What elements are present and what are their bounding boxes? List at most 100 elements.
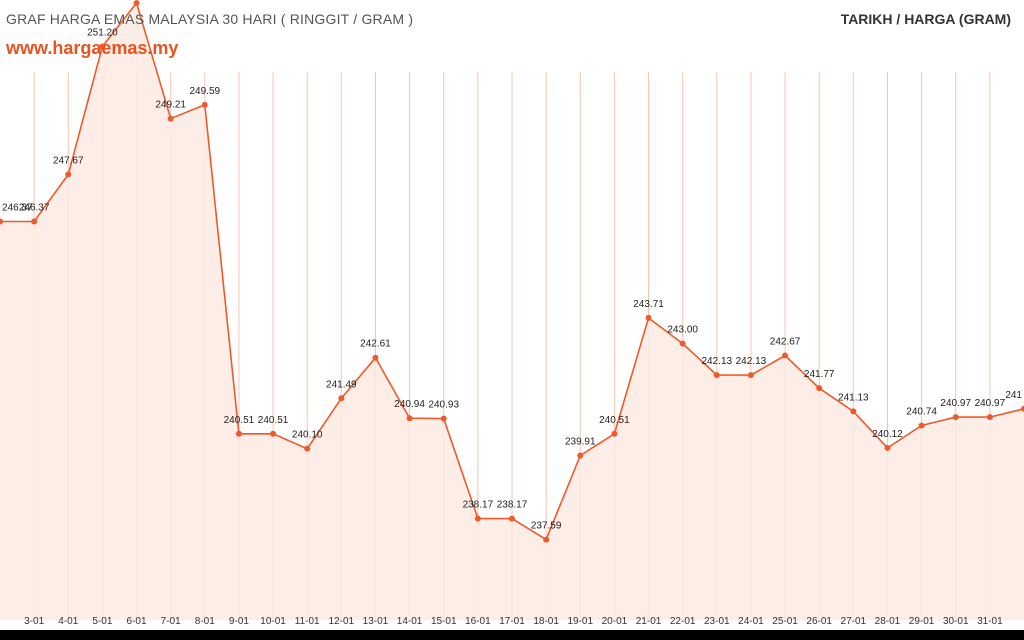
data-point — [406, 415, 413, 422]
data-point — [611, 430, 618, 437]
data-label: 243.71 — [633, 299, 664, 310]
data-point — [850, 408, 857, 415]
x-tick-label: 30-01 — [943, 616, 969, 627]
data-label: 246.37 — [2, 202, 33, 213]
x-tick-label: 27-01 — [841, 616, 867, 627]
x-tick-label: 3-01 — [24, 616, 44, 627]
data-point — [440, 415, 447, 422]
x-tick-label: 7-01 — [161, 616, 181, 627]
data-point — [816, 385, 823, 392]
data-label: 242.13 — [736, 356, 767, 367]
data-label: 241.49 — [326, 379, 357, 390]
data-point — [304, 445, 311, 452]
x-tick-label: 8-01 — [195, 616, 215, 627]
data-label: 240.10 — [292, 430, 323, 441]
axis-legend-label: TARIKH / HARGA (GRAM) — [840, 11, 1011, 27]
data-point — [679, 340, 686, 347]
data-label: 251.20 — [87, 27, 118, 38]
data-label: 241.13 — [838, 392, 869, 403]
data-points — [0, 0, 1024, 543]
data-point — [338, 395, 345, 402]
x-tick-label: 23-01 — [704, 616, 730, 627]
x-tick-label: 9-01 — [229, 616, 249, 627]
data-point — [645, 314, 652, 321]
x-tick-label: 16-01 — [465, 616, 491, 627]
data-point — [167, 115, 174, 122]
data-point — [543, 536, 550, 543]
x-tick-label: 11-01 — [295, 616, 320, 627]
x-axis-ticks: 3-01 4-01 5-01 6-01 7-01 8-01 9-01 10-01 11-01 12… — [24, 616, 1003, 627]
data-label: 240.12 — [872, 429, 903, 440]
data-point — [0, 218, 3, 225]
data-label: 241.77 — [804, 369, 835, 380]
x-tick-label: 20-01 — [602, 616, 628, 627]
data-point — [31, 218, 38, 225]
x-tick-label: 14-01 — [397, 616, 423, 627]
x-tick-label: 22-01 — [670, 616, 696, 627]
data-label: 242.67 — [770, 337, 801, 348]
data-label: 240.94 — [394, 399, 425, 410]
data-label: 240.97 — [975, 398, 1006, 409]
data-point — [509, 515, 515, 522]
x-tick-label: 19-01 — [567, 616, 593, 627]
data-label: 240.97 — [940, 398, 971, 409]
data-point — [65, 171, 72, 178]
x-tick-label: 28-01 — [875, 616, 901, 627]
data-label: 249.59 — [190, 86, 221, 97]
data-label: 237.59 — [531, 521, 562, 532]
x-tick-label: 4-01 — [58, 616, 78, 627]
site-link[interactable]: www.hargaemas.my — [6, 38, 179, 58]
data-label: 238.17 — [497, 500, 528, 511]
data-label: 242.13 — [702, 356, 733, 367]
data-label: 240.74 — [906, 406, 937, 417]
x-tick-label: 15-01 — [431, 616, 457, 627]
data-label: 239.91 — [565, 437, 596, 448]
data-point — [270, 430, 277, 437]
x-tick-label: 17-01 — [499, 616, 525, 627]
data-point — [884, 444, 891, 451]
x-tick-label: 31-01 — [977, 616, 1003, 627]
data-label: 240.51 — [258, 415, 289, 426]
x-tick-label: 18-01 — [533, 616, 559, 627]
bottom-frame — [0, 630, 1024, 640]
x-tick-label: 10-01 — [260, 616, 286, 627]
data-point — [201, 101, 208, 108]
data-point — [372, 354, 379, 361]
data-label: 246.37 — [19, 202, 50, 213]
x-tick-label: 29-01 — [909, 616, 935, 627]
x-tick-label: 21-01 — [636, 616, 662, 627]
x-tick-label: 6-01 — [127, 616, 147, 627]
data-label: 241 — [1005, 390, 1022, 401]
data-point — [918, 422, 925, 429]
data-label: 247.67 — [53, 155, 84, 166]
data-point — [235, 430, 242, 437]
data-point — [474, 515, 481, 522]
data-point — [952, 414, 959, 421]
x-tick-label: 12-01 — [329, 616, 355, 627]
data-label: 238.17 — [463, 500, 494, 511]
x-tick-label: 5-01 — [92, 616, 112, 627]
data-label: 240.93 — [428, 400, 459, 411]
data-point — [986, 414, 993, 421]
x-tick-label: 25-01 — [772, 616, 798, 627]
x-tick-label: 13-01 — [363, 616, 389, 627]
price-area — [0, 3, 1024, 620]
data-label: 249.21 — [155, 100, 186, 111]
chart-title: GRAF HARGA EMAS MALAYSIA 30 HARI ( RINGG… — [6, 11, 414, 27]
data-label: 240.51 — [224, 415, 255, 426]
data-point — [782, 352, 789, 359]
data-point — [577, 452, 584, 459]
data-label: 243.00 — [667, 325, 698, 336]
data-point — [713, 372, 720, 379]
x-tick-label: 26-01 — [806, 616, 832, 627]
data-label: 242.61 — [360, 339, 391, 350]
data-label: 240.51 — [599, 415, 630, 426]
data-point — [1021, 405, 1024, 412]
data-point — [747, 372, 754, 379]
data-point — [133, 0, 140, 6]
data-point — [99, 43, 106, 50]
x-tick-label: 24-01 — [738, 616, 764, 627]
